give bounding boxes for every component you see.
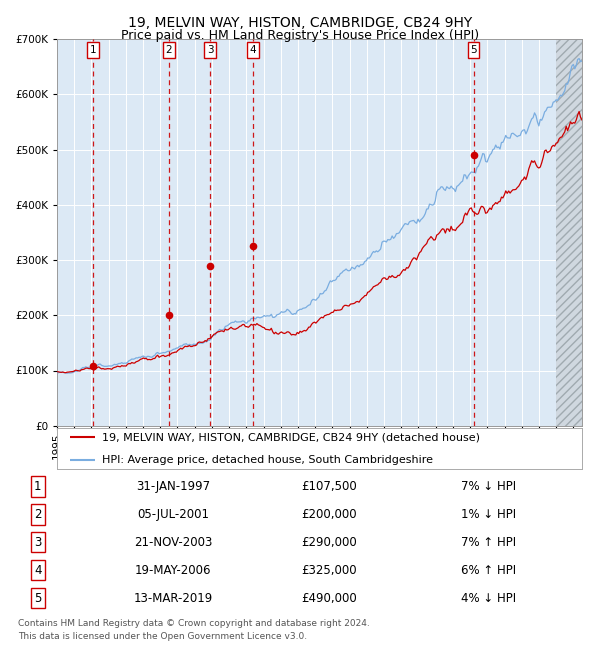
Text: 3: 3 [207,45,214,55]
Text: HPI: Average price, detached house, South Cambridgeshire: HPI: Average price, detached house, Sout… [101,455,433,465]
Text: £107,500: £107,500 [301,480,356,493]
Text: Contains HM Land Registry data © Crown copyright and database right 2024.: Contains HM Land Registry data © Crown c… [18,619,370,628]
Text: 13-MAR-2019: 13-MAR-2019 [134,592,213,604]
Text: 2: 2 [34,508,41,521]
Text: 5: 5 [470,45,477,55]
Text: 1: 1 [34,480,41,493]
Text: 3: 3 [34,536,41,549]
Bar [556,39,582,426]
Text: 4: 4 [250,45,256,55]
Text: 2: 2 [166,45,172,55]
Text: 05-JUL-2001: 05-JUL-2001 [137,508,209,521]
Text: 7% ↓ HPI: 7% ↓ HPI [461,480,517,493]
Text: 4: 4 [34,564,41,577]
Text: 19, MELVIN WAY, HISTON, CAMBRIDGE, CB24 9HY: 19, MELVIN WAY, HISTON, CAMBRIDGE, CB24 … [128,16,472,31]
Text: 19, MELVIN WAY, HISTON, CAMBRIDGE, CB24 9HY (detached house): 19, MELVIN WAY, HISTON, CAMBRIDGE, CB24 … [101,432,479,443]
Text: 7% ↑ HPI: 7% ↑ HPI [461,536,517,549]
Text: 1% ↓ HPI: 1% ↓ HPI [461,508,517,521]
Text: 6% ↑ HPI: 6% ↑ HPI [461,564,517,577]
Text: £325,000: £325,000 [301,564,356,577]
Bar [556,39,582,426]
Text: This data is licensed under the Open Government Licence v3.0.: This data is licensed under the Open Gov… [18,632,307,641]
Text: 19-MAY-2006: 19-MAY-2006 [135,564,212,577]
Text: £200,000: £200,000 [301,508,356,521]
Text: 5: 5 [34,592,41,604]
Text: Price paid vs. HM Land Registry's House Price Index (HPI): Price paid vs. HM Land Registry's House … [121,29,479,42]
Text: £290,000: £290,000 [301,536,356,549]
Text: 1: 1 [89,45,96,55]
Text: 31-JAN-1997: 31-JAN-1997 [136,480,211,493]
Text: 21-NOV-2003: 21-NOV-2003 [134,536,212,549]
Text: £490,000: £490,000 [301,592,356,604]
Text: 4% ↓ HPI: 4% ↓ HPI [461,592,517,604]
